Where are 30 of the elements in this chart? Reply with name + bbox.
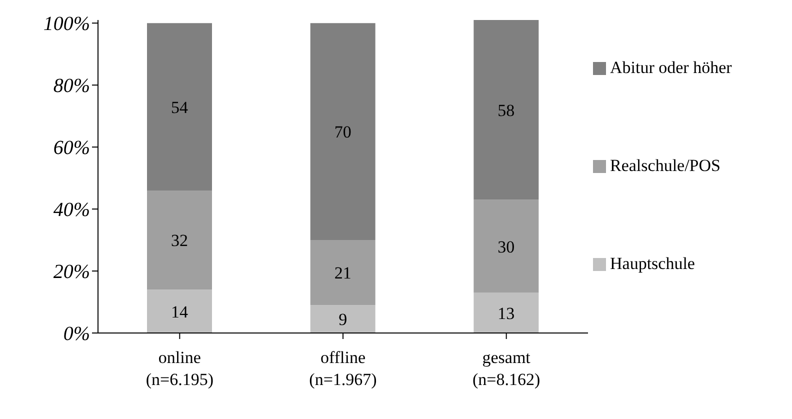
y-tick-label: 60% bbox=[53, 137, 90, 160]
bar bbox=[147, 23, 212, 190]
data-label: 21 bbox=[334, 264, 352, 283]
bar bbox=[310, 305, 376, 333]
y-tick-label: 20% bbox=[53, 261, 90, 284]
data-label: 13 bbox=[498, 304, 515, 323]
data-label: 54 bbox=[171, 98, 188, 117]
bar bbox=[474, 292, 539, 333]
data-label: 58 bbox=[498, 100, 515, 120]
y-tick-label: 100% bbox=[43, 13, 90, 36]
y-tick-label: 80% bbox=[53, 75, 90, 98]
legend-label: Realschule/POS bbox=[610, 156, 720, 176]
x-tick-label: online (n=6.195) bbox=[146, 348, 214, 389]
data-label: 30 bbox=[498, 237, 515, 256]
y-tick-label: 0% bbox=[63, 323, 90, 346]
x-tick-label: offline (n=1.967) bbox=[309, 348, 377, 389]
legend-label: Abitur oder höher bbox=[610, 58, 732, 78]
bar bbox=[147, 190, 212, 290]
x-tick-label: gesamt (n=8.162) bbox=[472, 348, 540, 389]
bar bbox=[310, 240, 376, 306]
bar bbox=[474, 20, 539, 200]
bar bbox=[474, 200, 539, 293]
bar bbox=[147, 290, 212, 333]
bar bbox=[310, 23, 376, 240]
y-tick-label: 40% bbox=[53, 199, 90, 222]
data-label: 14 bbox=[171, 302, 188, 322]
data-label: 70 bbox=[334, 122, 352, 142]
data-label: 9 bbox=[338, 310, 348, 330]
data-label: 32 bbox=[171, 231, 188, 250]
legend-label: Hauptschule bbox=[610, 254, 695, 274]
